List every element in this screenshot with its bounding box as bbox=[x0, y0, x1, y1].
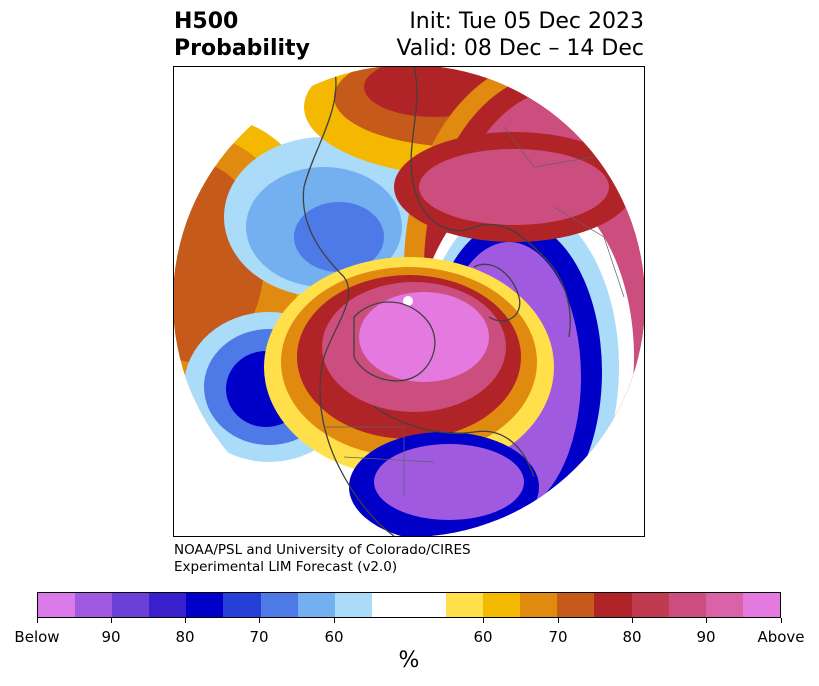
colorbar-tickmark bbox=[334, 618, 335, 623]
colorbar-segment bbox=[742, 593, 780, 617]
forecast-dates: Init: Tue 05 Dec 2023 Valid: 08 Dec – 14… bbox=[396, 8, 644, 62]
colorbar-tick-label: 90 bbox=[696, 628, 716, 646]
colorbar-tick-label: 80 bbox=[622, 628, 642, 646]
polar-map bbox=[173, 66, 645, 537]
colorbar-tickmark bbox=[781, 618, 782, 623]
colorbar-segment bbox=[483, 593, 521, 617]
colorbar-segment bbox=[149, 593, 187, 617]
colorbar-segment bbox=[594, 593, 632, 617]
map-title: H500 Probability bbox=[174, 8, 310, 62]
colorbar-segment bbox=[668, 593, 706, 617]
credit-line-1: NOAA/PSL and University of Colorado/CIRE… bbox=[174, 542, 471, 558]
colorbar-tick-label: 80 bbox=[175, 628, 195, 646]
probability-map-svg bbox=[174, 67, 644, 536]
title-quantity: Probability bbox=[174, 36, 310, 61]
borders bbox=[324, 126, 625, 497]
colorbar-tick-label: 70 bbox=[548, 628, 568, 646]
colorbar-segment bbox=[112, 593, 150, 617]
colorbar-segment bbox=[705, 593, 743, 617]
probability-field bbox=[174, 67, 644, 536]
credit-text: NOAA/PSL and University of Colorado/CIRE… bbox=[174, 542, 471, 576]
colorbar-segment bbox=[223, 593, 261, 617]
colorbar-tickmark bbox=[259, 618, 260, 623]
colorbar-tickmark bbox=[185, 618, 186, 623]
credit-line-2: Experimental LIM Forecast (v2.0) bbox=[174, 559, 398, 575]
colorbar-tick-label: 70 bbox=[249, 628, 269, 646]
valid-range: Valid: 08 Dec – 14 Dec bbox=[396, 36, 644, 61]
colorbar-tick-label: 60 bbox=[473, 628, 493, 646]
colorbar-tickmark bbox=[37, 618, 38, 623]
colorbar-segment bbox=[38, 593, 76, 617]
coastlines bbox=[302, 67, 571, 536]
colorbar-tickmark bbox=[558, 618, 559, 623]
colorbar-tick-label: Above bbox=[757, 628, 805, 646]
colorbar-tickmark bbox=[706, 618, 707, 623]
colorbar-tickmark bbox=[483, 618, 484, 623]
colorbar-units: % bbox=[398, 648, 420, 673]
colorbar-segment bbox=[186, 593, 224, 617]
colorbar-tickmark bbox=[632, 618, 633, 623]
colorbar-segment bbox=[75, 593, 113, 617]
colorbar-segment bbox=[446, 593, 484, 617]
colorbar-segment bbox=[260, 593, 298, 617]
probability-colorbar bbox=[37, 592, 781, 618]
colorbar-tickmark bbox=[111, 618, 112, 623]
colorbar-segment bbox=[334, 593, 372, 617]
colorbar-tick-label: 60 bbox=[324, 628, 344, 646]
colorbar-tick-label: Below bbox=[14, 628, 60, 646]
colorbar-segment bbox=[371, 593, 447, 617]
colorbar-segment bbox=[297, 593, 335, 617]
init-date: Init: Tue 05 Dec 2023 bbox=[409, 9, 644, 34]
colorbar-segment bbox=[631, 593, 669, 617]
colorbar-segment bbox=[557, 593, 595, 617]
title-variable: H500 bbox=[174, 9, 239, 34]
colorbar-tick-label: 90 bbox=[101, 628, 121, 646]
colorbar-segment bbox=[520, 593, 558, 617]
